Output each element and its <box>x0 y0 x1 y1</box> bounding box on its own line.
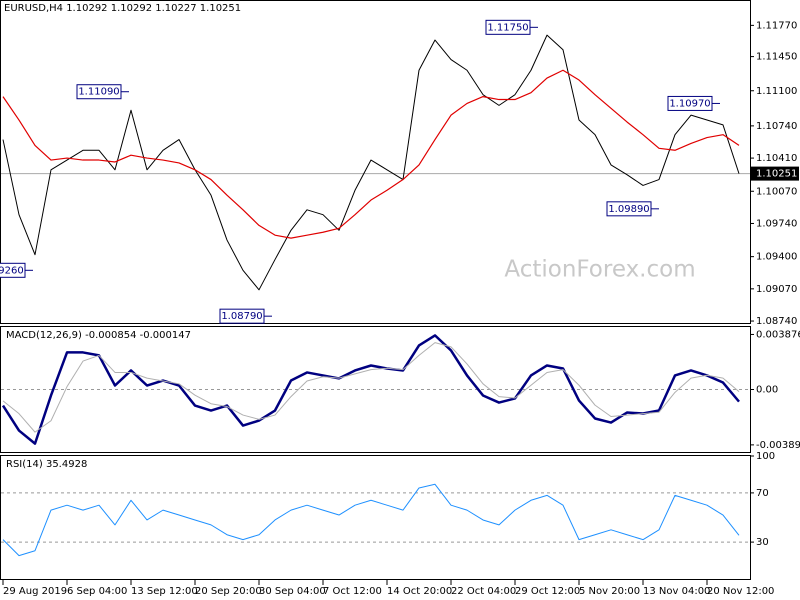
y-tick-label: 1.10410 <box>756 153 797 164</box>
y-tick-label: 0.00 <box>756 385 778 396</box>
y-tick-label: 1.11770 <box>756 20 797 31</box>
annotation-box <box>219 308 265 324</box>
x-tick-label: 22 Oct 04:00 <box>451 586 516 597</box>
annotation-box <box>606 201 652 217</box>
x-tick-label: 14 Oct 20:00 <box>387 586 452 597</box>
series-line <box>2 34 740 291</box>
panel-title: RSI(14) 35.4928 <box>6 459 87 470</box>
y-tick-label: 1.09070 <box>756 284 797 295</box>
y-tick-label: 1.11450 <box>756 52 797 63</box>
x-tick-label: 29 Aug 2019 <box>3 586 67 597</box>
annotation-box <box>76 84 122 100</box>
x-tick-label: 20 Sep 20:00 <box>195 586 262 597</box>
series-line <box>2 483 740 557</box>
y-tick-label: 1.09400 <box>756 252 797 263</box>
annotation-label: 1.08790 <box>221 311 262 322</box>
panel-title: MACD(12,26,9) -0.000854 -0.000147 <box>6 330 191 341</box>
watermark: ActionForex.com <box>504 257 695 283</box>
annotation-label: 1.11090 <box>78 87 119 98</box>
y-tick-label: 1.10070 <box>756 186 797 197</box>
x-tick-label: 29 Oct 12:00 <box>515 586 580 597</box>
last-price-label: 1.10251 <box>756 169 797 180</box>
x-tick-label: 13 Nov 04:00 <box>643 586 710 597</box>
x-tick-label: 13 Sep 12:00 <box>131 586 198 597</box>
x-tick-label: 7 Oct 12:00 <box>323 586 382 597</box>
price-panel <box>0 0 751 324</box>
last-price-box <box>751 166 799 181</box>
x-tick-label: 30 Sep 04:00 <box>259 586 326 597</box>
series-line <box>2 342 740 433</box>
y-tick-label: 1.09740 <box>756 218 797 229</box>
y-tick-label: -0.003899 <box>756 440 800 451</box>
series-line <box>1 334 740 445</box>
rsi-panel <box>0 455 751 580</box>
annotation-label: 1.10970 <box>669 98 710 109</box>
y-tick-label: 100 <box>756 451 775 462</box>
x-tick-label: 6 Sep 04:00 <box>67 586 127 597</box>
y-tick-label: 1.10740 <box>756 121 797 132</box>
annotation-box <box>0 262 26 278</box>
x-tick-label: 20 Nov 12:00 <box>707 586 774 597</box>
y-tick-label: 70 <box>756 488 769 499</box>
annotation-label: 1.09890 <box>608 204 649 215</box>
y-tick-label: 30 <box>756 537 769 548</box>
annotation-label: 1.11750 <box>487 22 528 33</box>
panel-title: EURUSD,H4 1.10292 1.10292 1.10227 1.1025… <box>4 3 241 14</box>
series-line <box>2 69 740 239</box>
annotation-box <box>485 19 531 35</box>
annotation-box <box>667 95 713 111</box>
y-tick-label: 1.11100 <box>756 86 797 97</box>
y-tick-label: 0.003876 <box>756 329 800 340</box>
y-tick-label: 1.08740 <box>756 316 797 327</box>
x-tick-label: 5 Nov 20:00 <box>579 586 640 597</box>
